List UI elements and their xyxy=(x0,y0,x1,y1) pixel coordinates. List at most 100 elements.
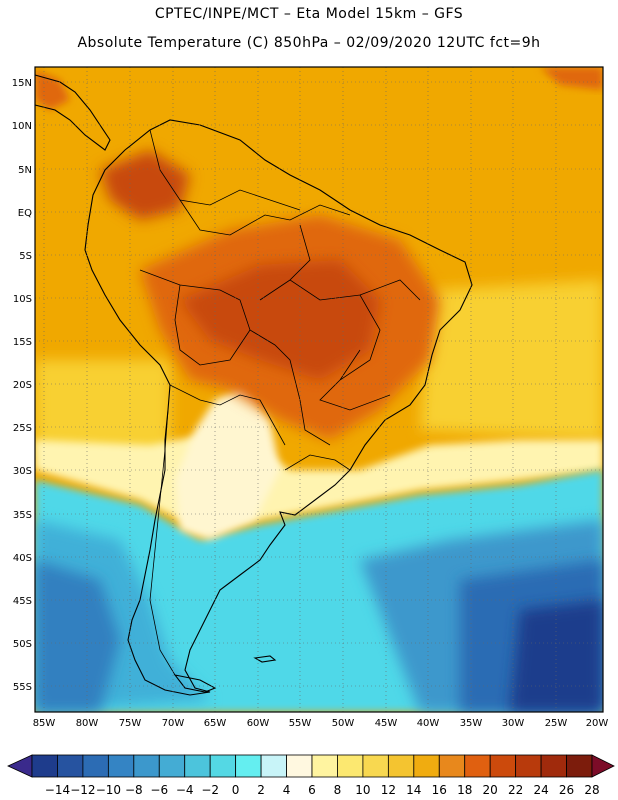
lon-tick: 35W xyxy=(460,718,483,729)
colorbar xyxy=(7,754,615,778)
colorbar-label: 0 xyxy=(231,783,240,797)
lat-tick: 35S xyxy=(13,510,32,521)
colorbar-swatch xyxy=(515,754,542,778)
colorbar-label: 10 xyxy=(355,783,371,797)
border-peru-bolivia xyxy=(174,284,251,366)
lat-tick: 5N xyxy=(18,165,32,176)
map-field xyxy=(35,67,603,712)
colorbar-label: −12 xyxy=(70,783,96,797)
field-very-hot xyxy=(180,260,380,380)
colorbar-label: 6 xyxy=(308,783,316,797)
map-title-line2: Absolute Temperature (C) 850hPa – 02/09/… xyxy=(77,35,541,51)
colorbar-swatch xyxy=(235,754,262,778)
map-frame xyxy=(34,66,604,713)
field-mild-east xyxy=(420,280,603,440)
colorbar-label: 8 xyxy=(333,783,342,797)
field-cold-southwest xyxy=(35,560,120,712)
colorbar-left-arrow xyxy=(7,754,33,778)
lon-tick: 30W xyxy=(502,718,525,729)
colorbar-label: 12 xyxy=(380,783,396,797)
lon-tick: 85W xyxy=(33,718,56,729)
lon-tick: 65W xyxy=(204,718,227,729)
colorbar-label: 16 xyxy=(431,783,447,797)
colorbar-swatch xyxy=(413,754,440,778)
colorbar-label: −4 xyxy=(175,783,194,797)
lat-tick: 40S xyxy=(13,553,32,564)
colorbar-label: −14 xyxy=(44,783,71,797)
lon-tick: 70W xyxy=(162,718,185,729)
lat-tick: 5S xyxy=(19,251,32,262)
colorbar-swatch xyxy=(184,754,211,778)
colorbar-swatch xyxy=(57,754,84,778)
border-andes xyxy=(169,384,286,446)
lat-tick: 55S xyxy=(13,682,32,693)
colorbar-swatch xyxy=(286,754,313,778)
colorbar-label: −8 xyxy=(124,783,143,797)
border-argentina-chile xyxy=(149,409,176,676)
colorbar-label: 14 xyxy=(406,783,422,797)
colorbar-label: 28 xyxy=(584,783,600,797)
colorbar-label: 4 xyxy=(282,783,291,797)
lat-tick: 30S xyxy=(13,466,32,477)
country-borders xyxy=(139,129,421,676)
field-pale-band xyxy=(35,430,603,530)
field-mild-west xyxy=(35,360,170,460)
colorbar-label: 18 xyxy=(457,783,473,797)
colorbar-swatch xyxy=(489,754,517,778)
border-brazil-west xyxy=(139,269,331,446)
lon-tick: 60W xyxy=(247,718,270,729)
lat-tick: EQ xyxy=(18,208,32,219)
lon-tick: 25W xyxy=(545,718,568,729)
lon-tick: 45W xyxy=(375,718,398,729)
colorbar-label: 2 xyxy=(257,783,265,797)
colorbar-swatch xyxy=(540,754,567,778)
lat-tick: 10S xyxy=(13,294,32,305)
colorbar-swatch xyxy=(438,754,466,778)
central-america-outline xyxy=(34,74,111,151)
colorbar-right-arrow xyxy=(591,754,615,778)
colorbar-label: 22 xyxy=(507,783,524,797)
lat-tick: 50S xyxy=(13,639,32,650)
colorbar-swatch xyxy=(387,754,415,778)
field-hot-andes-north xyxy=(100,150,190,220)
lat-tick: 25S xyxy=(13,423,32,434)
colorbar-swatch xyxy=(107,754,135,778)
lat-tick: 15S xyxy=(13,337,32,348)
colorbar-swatch xyxy=(209,754,237,778)
colorbar-swatch xyxy=(566,754,593,778)
field-deep-blue xyxy=(510,600,603,712)
lon-tick: 40W xyxy=(417,718,440,729)
colorbar-swatch xyxy=(82,754,109,778)
field-pale-argentina xyxy=(175,385,280,540)
falkland-islands xyxy=(253,655,277,663)
longitude-ticks: 85W 80W 75W 70W 65W 60W 55W 50W 45W 40W … xyxy=(33,718,609,729)
colorbar-swatch xyxy=(31,754,58,778)
lon-tick: 75W xyxy=(119,718,142,729)
colorbar-swatch xyxy=(337,754,364,778)
border-brazil-north xyxy=(179,199,351,236)
lat-lon-grid xyxy=(35,67,603,712)
lat-tick: 20S xyxy=(13,380,32,391)
colorbar-swatch xyxy=(260,754,287,778)
colorbar-label: 20 xyxy=(482,783,498,797)
lon-tick: 55W xyxy=(289,718,312,729)
colorbar-label: 24 xyxy=(533,783,549,797)
colorbar-label: −10 xyxy=(95,783,122,797)
lat-tick: 45S xyxy=(13,596,32,607)
latitude-ticks: 15N 10N 5N EQ 5S 10S 15S 20S 25S 30S 35S… xyxy=(12,78,32,693)
field-hot-caribbean xyxy=(540,67,603,90)
map-title-line1: CPTEC/INPE/MCT – Eta Model 15km – GFS xyxy=(154,6,464,22)
colorbar-label: −2 xyxy=(201,783,220,797)
lon-tick: 80W xyxy=(76,718,99,729)
colorbar-swatch xyxy=(158,754,186,778)
colorbar-swatch xyxy=(311,754,338,778)
colorbar-label: 26 xyxy=(558,783,575,797)
colorbar-swatch xyxy=(362,754,389,778)
lat-tick: 10N xyxy=(12,121,32,132)
lon-tick: 20W xyxy=(586,718,609,729)
border-colombia-venezuela xyxy=(149,129,301,211)
lon-tick: 50W xyxy=(332,718,355,729)
colorbar-label: −6 xyxy=(150,783,169,797)
colorbar-swatch xyxy=(464,754,491,778)
